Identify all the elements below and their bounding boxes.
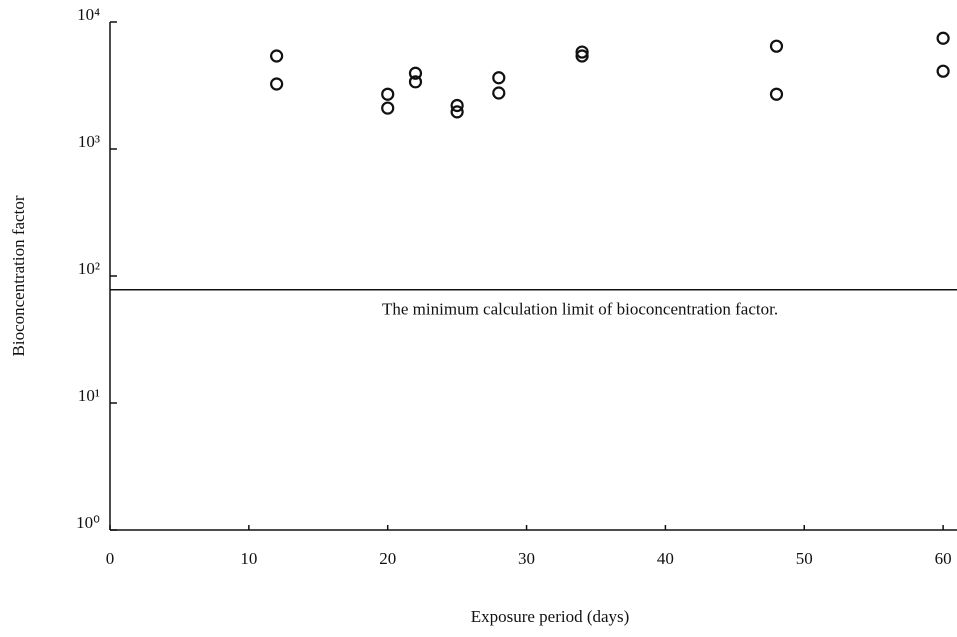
point (408, 66, 423, 80)
point (408, 75, 423, 89)
x-tick-label: 0 (106, 549, 115, 568)
y-tick-label: 10³ (78, 132, 100, 151)
y-tick-label: 10⁴ (77, 5, 100, 24)
x-tick-label: 40 (657, 549, 674, 568)
point (936, 31, 950, 45)
y-tick-label: 10¹ (78, 386, 100, 405)
reference-label: The minimum calculation limit of bioconc… (382, 300, 778, 319)
point (575, 49, 589, 63)
x-tick-label: 60 (935, 549, 952, 568)
x-tick-label: 20 (379, 549, 396, 568)
point (381, 101, 395, 115)
point (769, 87, 784, 101)
point (492, 71, 506, 85)
point (575, 45, 589, 59)
point (381, 87, 395, 101)
x-tick-label: 50 (796, 549, 813, 568)
point (936, 64, 950, 78)
y-axis-label: Bioconcentration factor (9, 195, 28, 356)
point (450, 98, 464, 113)
point (492, 86, 506, 100)
x-axis-label: Exposure period (days) (471, 607, 630, 626)
x-tick-label: 10 (240, 549, 257, 568)
point (270, 49, 284, 63)
x-tick-label: 30 (518, 549, 535, 568)
y-tick-label: 10⁰ (76, 513, 100, 532)
point (270, 77, 284, 91)
y-tick-label: 10² (78, 259, 100, 278)
point (769, 39, 784, 53)
point (450, 105, 464, 119)
